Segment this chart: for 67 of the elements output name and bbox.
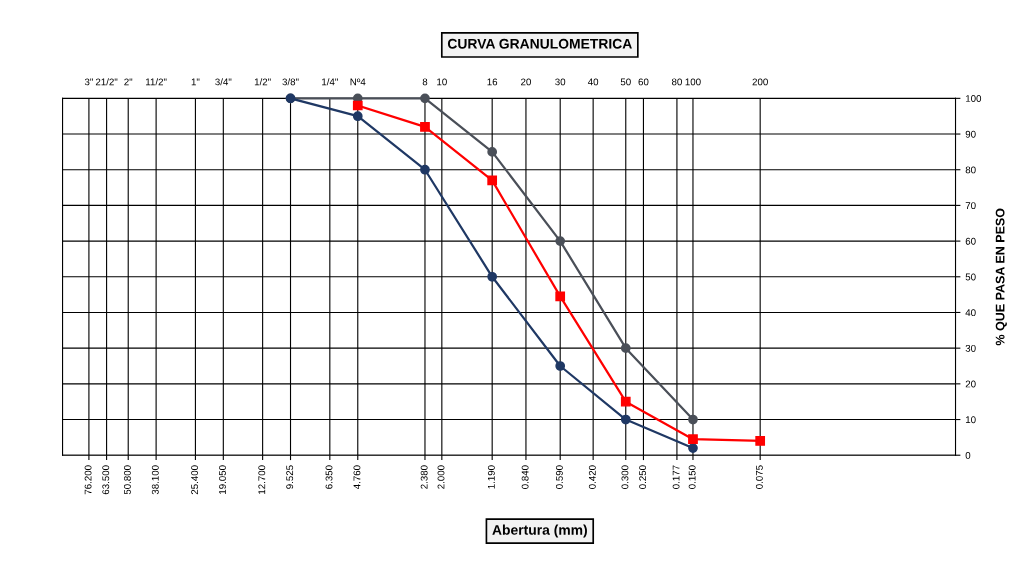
y-tick-label: 90 [965, 130, 976, 138]
text: 100 [685, 78, 701, 86]
text: 40 [587, 78, 599, 86]
x-tick-label: 38.100 [151, 465, 159, 495]
x-tick-label: 0.590 [555, 465, 563, 489]
text: 1/4" [322, 78, 338, 86]
y-tick-label: 100 [965, 95, 982, 102]
text: 3/4" [215, 78, 232, 86]
text: 10 [437, 78, 447, 86]
text: 60 [638, 78, 649, 86]
x-tick-label: 50.800 [123, 465, 131, 495]
y-tick-label: 80 [965, 166, 976, 174]
x-tick-label: 0.250 [639, 465, 647, 489]
x-tick-label: 4.760 [353, 465, 361, 490]
point [620, 343, 631, 354]
text: 3/8" [282, 78, 299, 86]
x-tick-label: 25.400 [191, 465, 199, 495]
x-tick-label: 2.380 [420, 465, 428, 489]
point [352, 111, 363, 122]
point [555, 236, 566, 246]
y-tick-label: 10 [965, 416, 976, 424]
text: 8 [422, 78, 428, 86]
y-tick-label: 60 [965, 237, 976, 245]
x-tick-label: 0.150 [688, 465, 696, 489]
point [420, 93, 430, 104]
text: 30 [555, 78, 566, 86]
text: 2" [124, 78, 133, 86]
x-tick-label: 19.050 [219, 465, 226, 494]
text: 20 [521, 78, 531, 86]
text: 80 [671, 78, 682, 86]
text: 21/2" [95, 78, 118, 86]
x-tick-label: 2.000 [437, 465, 445, 489]
y-tick-label: 0 [965, 451, 971, 459]
y-tick-label: 40 [965, 309, 976, 317]
x-tick-label: 0.075 [755, 465, 763, 489]
point [555, 361, 566, 371]
x-tick-label: 12.700 [258, 465, 266, 494]
x-tick-label: 1.190 [487, 465, 495, 489]
point [688, 443, 698, 453]
point [420, 164, 430, 175]
y-tick-label: 20 [965, 380, 976, 388]
point [620, 414, 631, 425]
y-axis-title: % QUE PASA EN PESO [995, 208, 1007, 346]
x-tick-label: 0.177 [672, 465, 680, 489]
text: 16 [487, 78, 498, 86]
point [487, 147, 498, 157]
x-tick-label: 63.500 [102, 465, 110, 495]
text: 3" [84, 78, 93, 86]
x-axis-title: Abertura (mm) [492, 524, 587, 538]
text: 50 [620, 78, 631, 86]
x-tick-label: 9.525 [286, 465, 294, 489]
point [688, 414, 698, 425]
text: 11/2" [146, 78, 167, 86]
x-tick-label: 0.300 [621, 465, 629, 489]
y-tick-label: 70 [965, 202, 976, 210]
x-tick-label: 0.420 [588, 465, 596, 489]
text: Nº4 [350, 78, 366, 86]
chart-title: CURVA GRANULOMETRICA [447, 38, 632, 49]
text: 200 [752, 78, 768, 86]
x-tick-label: 0.840 [521, 465, 529, 489]
point [487, 271, 498, 282]
text: 1/2" [254, 78, 271, 86]
y-tick-label: 50 [965, 273, 976, 281]
x-tick-label: 76.200 [84, 465, 92, 495]
x-tick-label: 6.350 [325, 465, 333, 489]
y-tick-label: 30 [965, 344, 976, 352]
text: 1" [191, 78, 200, 86]
